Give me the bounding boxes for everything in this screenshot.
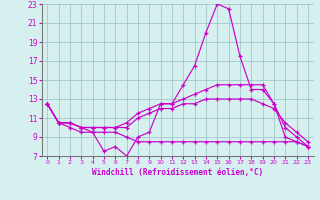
X-axis label: Windchill (Refroidissement éolien,°C): Windchill (Refroidissement éolien,°C) (92, 168, 263, 177)
